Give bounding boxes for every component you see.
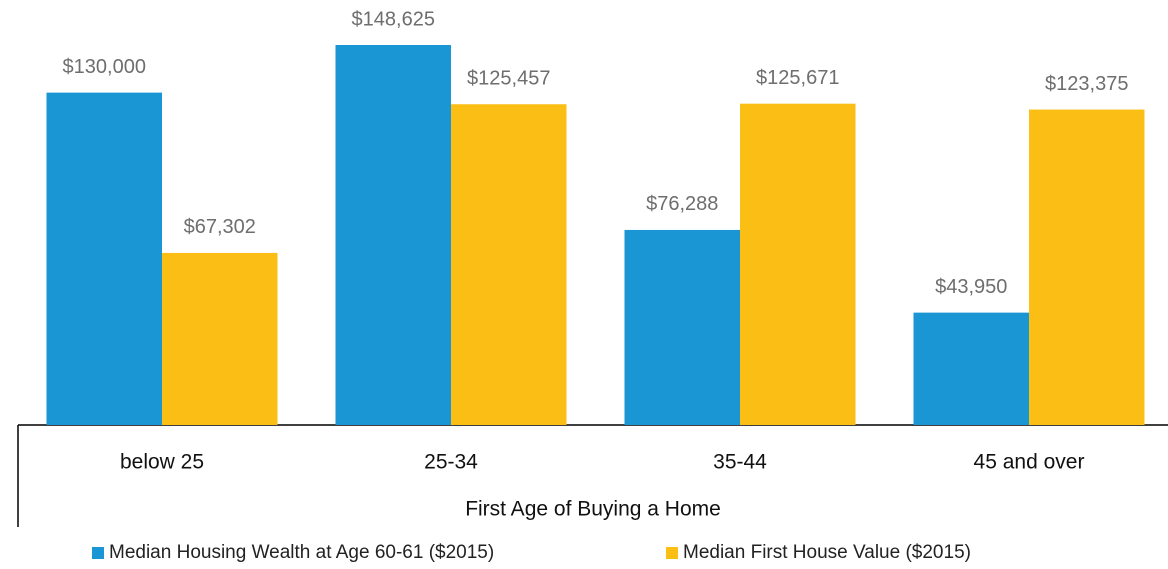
data-label: $67,302 [184, 216, 256, 238]
x-tick-label: 25-34 [424, 451, 478, 474]
data-label: $76,288 [646, 193, 718, 215]
bar [162, 252, 278, 425]
legend-swatch [666, 547, 678, 559]
x-tick-label: 45 and over [974, 451, 1085, 474]
data-label: $130,000 [63, 56, 146, 78]
data-label: $148,625 [352, 8, 435, 30]
legend-swatch [92, 547, 104, 559]
bar [624, 229, 740, 425]
bar [1029, 109, 1145, 426]
x-axis-title: First Age of Buying a Home [465, 498, 721, 521]
bar [451, 104, 567, 425]
x-tick-label: 35-44 [713, 451, 767, 474]
legend-label: Median First House Value ($2015) [683, 542, 971, 563]
legend-label: Median Housing Wealth at Age 60-61 ($201… [109, 542, 494, 563]
bar [335, 45, 451, 425]
data-label: $125,457 [467, 68, 550, 90]
bar [913, 312, 1029, 425]
x-tick-label: below 25 [120, 451, 204, 474]
bar [740, 103, 856, 425]
data-label: $125,671 [756, 67, 839, 89]
bar [46, 92, 162, 426]
data-label: $43,950 [935, 276, 1007, 298]
data-label: $123,375 [1045, 73, 1128, 95]
